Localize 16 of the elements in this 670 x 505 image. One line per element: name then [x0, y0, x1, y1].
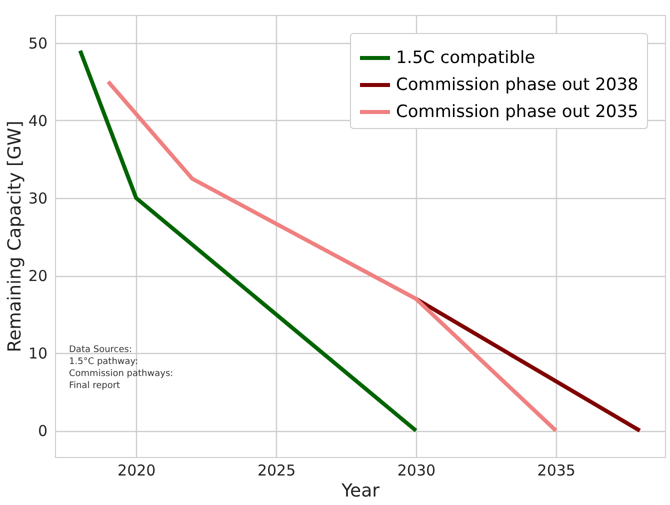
y-tick-label: 40 — [28, 112, 48, 130]
legend-label: Commission phase out 2038 — [396, 75, 638, 95]
x-tick-label: 2025 — [257, 462, 296, 480]
x-tick-label: 2020 — [118, 462, 156, 480]
y-tick-label: 50 — [28, 34, 48, 52]
y-tick-label: 30 — [28, 190, 48, 208]
legend-label: 1.5C compatible — [396, 48, 536, 68]
y-axis-title: Remaining Capacity [GW] — [4, 120, 26, 352]
x-tick-label: 2035 — [537, 462, 576, 480]
y-tick-label: 10 — [28, 344, 48, 363]
x-tick-label: 2030 — [397, 462, 436, 480]
x-axis-title: Year — [340, 480, 380, 502]
y-tick-label: 20 — [28, 267, 48, 286]
annotation: Data Sources: 1.5°C pathway: Commission pathways: Final report — [69, 345, 174, 391]
y-tick-label: 0 — [38, 422, 48, 440]
legend-label: Commission phase out 2035 — [396, 102, 638, 122]
